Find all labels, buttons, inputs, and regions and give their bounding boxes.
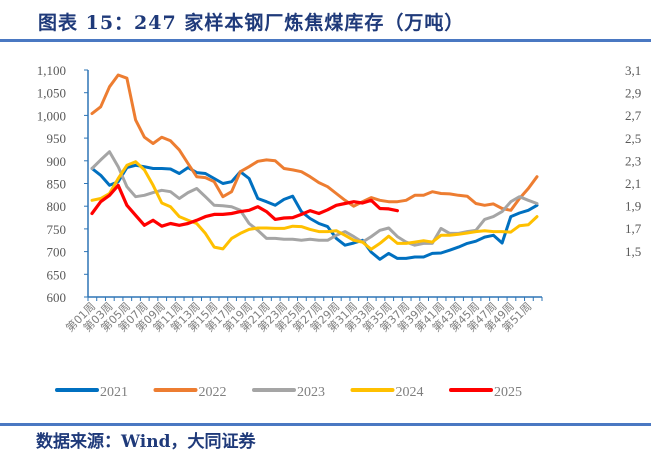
right-axis-label: 2,3 [625, 153, 641, 168]
y-tick-label: 700 [47, 245, 67, 260]
footer-divider [0, 423, 651, 426]
y-tick-label: 1,100 [37, 63, 66, 78]
y-tick-label: 900 [47, 154, 67, 169]
y-tick-label: 950 [47, 131, 67, 146]
right-axis-label: 1,5 [625, 244, 641, 259]
right-axis-label: 2,7 [625, 108, 642, 123]
series-line-2024 [90, 160, 539, 251]
data-source: 数据来源：Wind，大同证券 [36, 432, 256, 452]
y-tick-label: 850 [47, 177, 67, 192]
legend-label-2024: 2024 [396, 385, 424, 400]
chart-title: 图表 15：247 家样本钢厂炼焦煤库存（万吨） [38, 12, 465, 34]
y-tick-label: 1,000 [37, 108, 66, 123]
y-tick-label: 800 [47, 199, 67, 214]
series-line-2022 [90, 73, 539, 212]
series-line-2021 [90, 163, 539, 261]
series-line-2025 [90, 183, 399, 228]
right-axis-label: 2,1 [625, 176, 641, 191]
line-chart: 6006507007508008509009501,0001,0501,100第… [37, 63, 642, 400]
legend-label-2025: 2025 [494, 385, 522, 400]
y-tick-label: 600 [47, 290, 67, 305]
right-axis-label: 2,9 [625, 86, 641, 101]
right-axis-label: 1,7 [625, 221, 642, 236]
y-tick-label: 750 [47, 222, 67, 237]
header-divider [0, 39, 651, 42]
right-axis-label: 3,1 [625, 63, 641, 78]
y-tick-label: 650 [47, 267, 67, 282]
legend-label-2023: 2023 [297, 385, 325, 400]
right-axis-label: 1,9 [625, 199, 641, 214]
right-axis-label: 2,5 [625, 131, 641, 146]
legend-label-2021: 2021 [100, 385, 128, 400]
y-tick-label: 1,050 [37, 86, 66, 101]
legend-label-2022: 2022 [199, 385, 227, 400]
